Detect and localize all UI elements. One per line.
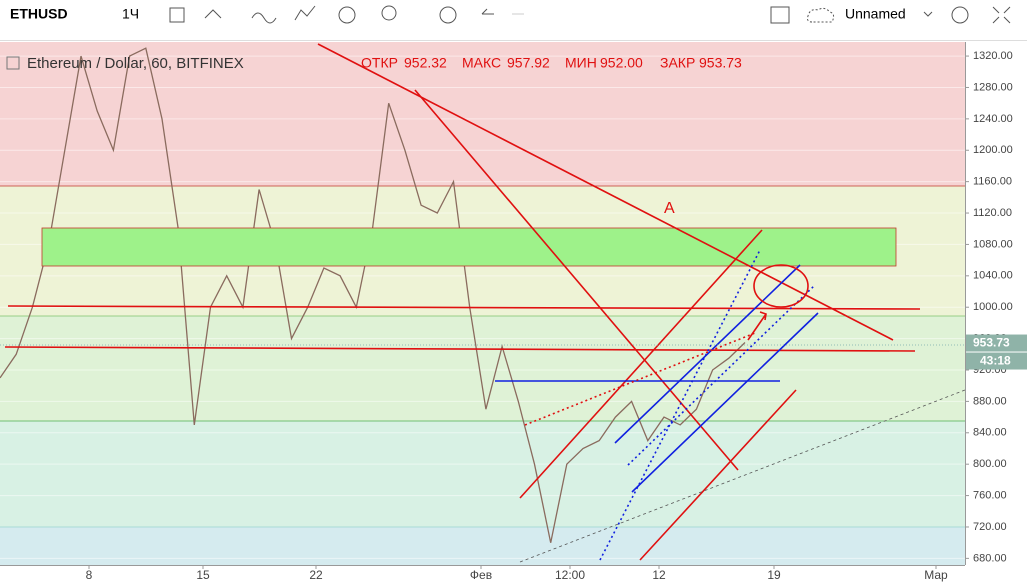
legend: Ethereum / Dollar, 60, BITFINEX ОТКР 952… (6, 55, 742, 72)
legend-title: Ethereum / Dollar, 60, BITFINEX (27, 55, 244, 72)
layout-name[interactable]: Unnamed (845, 6, 906, 22)
x-tick-label: 15 (196, 568, 210, 582)
annotation: A (664, 200, 675, 217)
y-tick-label: 880.00 (973, 395, 1007, 407)
symbol[interactable]: ETHUSD (10, 6, 68, 22)
legend-value: 957.92 (507, 55, 550, 71)
toolbar-icons[interactable] (169, 5, 1011, 24)
y-tick-label: 720.00 (973, 521, 1007, 533)
x-tick-label: 22 (309, 568, 323, 582)
x-tick-label: 12 (652, 568, 666, 582)
time-axis (0, 565, 965, 583)
last-price: 953.73 (973, 336, 1010, 350)
legend-label: МАКС (462, 55, 501, 71)
x-tick-label: 12:00 (555, 568, 585, 582)
y-tick-label: 1200.00 (973, 144, 1013, 156)
legend-value: 952.00 (600, 55, 643, 71)
x-tick-label: 8 (86, 568, 93, 582)
legend-label: МИН (565, 55, 597, 71)
x-tick-label: Мар (924, 568, 948, 582)
legend-value: 953.73 (699, 55, 742, 71)
y-tick-label: 1080.00 (973, 238, 1013, 250)
legend-label: ОТКР (361, 55, 398, 71)
countdown: 43:18 (980, 354, 1011, 368)
y-tick-label: 840.00 (973, 427, 1007, 439)
last-price-tag (966, 334, 1027, 352)
legend-value: 952.32 (404, 55, 447, 71)
axes: 680.00720.00760.00800.00840.00880.00920.… (86, 50, 1027, 582)
price-axis (965, 42, 1027, 583)
toolbar (0, 0, 1027, 40)
y-tick-label: 1000.00 (973, 301, 1013, 313)
legend-label: ЗАКР (660, 55, 695, 71)
y-tick-label: 760.00 (973, 489, 1007, 501)
y-tick-label: 800.00 (973, 458, 1007, 470)
plot-area (0, 42, 965, 567)
y-tick-label: 1120.00 (973, 207, 1012, 219)
x-tick-label: Фев (470, 568, 492, 582)
countdown-tag (966, 352, 1027, 370)
x-tick-label: 19 (767, 568, 781, 582)
y-tick-label: 1040.00 (973, 270, 1013, 282)
y-tick-label: 680.00 (973, 552, 1007, 564)
y-tick-label: 1320.00 (973, 50, 1013, 62)
y-tick-label: 1280.00 (973, 81, 1013, 93)
drawings (0, 43, 966, 563)
y-tick-label: 1240.00 (973, 113, 1013, 125)
interval[interactable]: 1Ч (122, 6, 139, 22)
y-tick-label: 1160.00 (973, 176, 1012, 188)
